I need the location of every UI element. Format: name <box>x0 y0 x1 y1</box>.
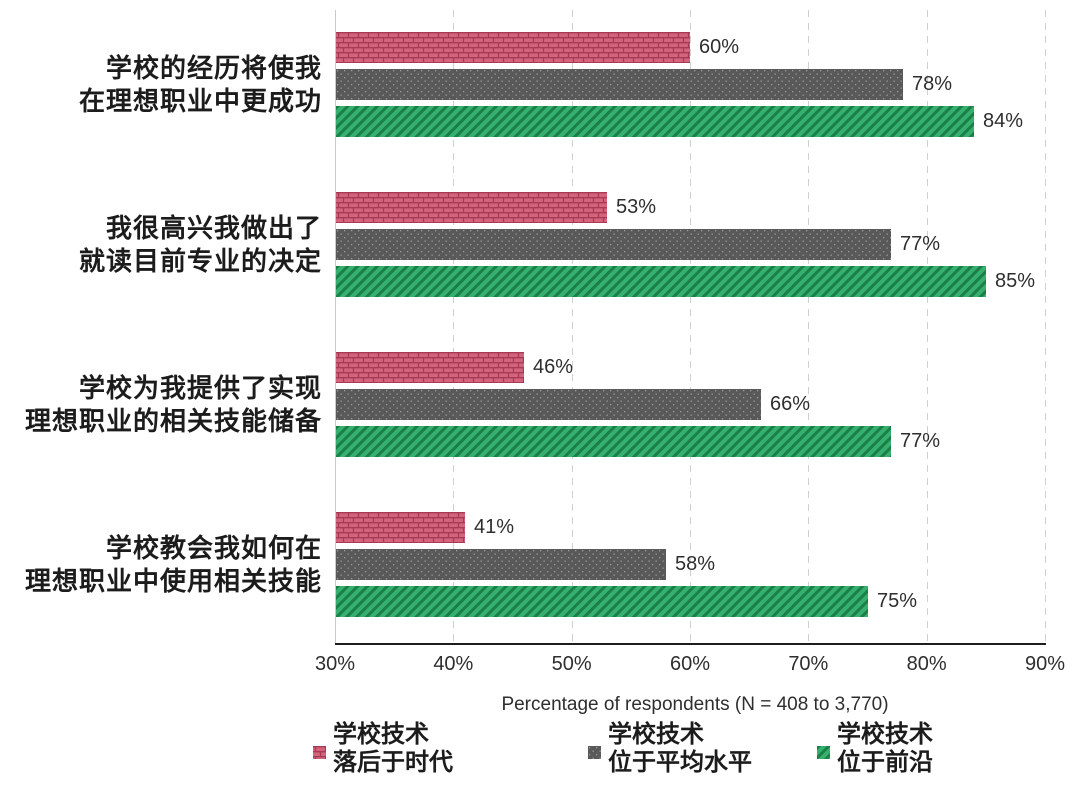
category-label-line: 在理想职业中更成功 <box>78 86 322 116</box>
gridline-60 <box>690 10 691 643</box>
bar-behind-group1 <box>336 32 690 63</box>
value-label-behind-group2: 53% <box>616 196 657 218</box>
legend-label-line: 落后于时代 <box>333 749 453 776</box>
bar-average-group4 <box>336 549 666 580</box>
category-label-2: 我很高兴我做出了 就读目前专业的决定 <box>0 212 322 278</box>
bar-behind-group4 <box>336 512 465 543</box>
category-label-4: 学校教会我如何在 理想职业中使用相关技能 <box>0 532 322 598</box>
gridline-50 <box>571 10 573 643</box>
gridline-30 <box>335 10 336 643</box>
value-label-leading-group4: 75% <box>877 590 918 612</box>
x-axis-line <box>335 643 1046 645</box>
bar-leading-group2 <box>336 266 986 297</box>
x-tick-label-90: 90% <box>1024 653 1066 675</box>
bar-leading-group1 <box>336 106 974 137</box>
legend-label-leading: 学校技术 位于前沿 <box>837 721 933 777</box>
legend-label-behind: 学校技术 落后于时代 <box>333 721 453 777</box>
legend-swatch-behind <box>313 746 326 759</box>
value-label-leading-group3: 77% <box>900 430 941 452</box>
legend-label-line: 位于前沿 <box>837 749 933 776</box>
bar-average-group2 <box>336 229 891 260</box>
bar-leading-group3 <box>336 426 891 457</box>
category-label-line: 学校为我提供了实现 <box>78 373 322 403</box>
gridline-80 <box>926 10 928 643</box>
category-label-line: 我很高兴我做出了 <box>105 213 322 243</box>
x-tick-label-60: 60% <box>669 653 711 675</box>
value-label-behind-group1: 60% <box>699 36 740 58</box>
x-tick-label-40: 40% <box>433 653 474 675</box>
legend-label-average: 学校技术 位于平均水平 <box>608 721 752 777</box>
x-axis-title: Percentage of respondents (N = 408 to 3,… <box>501 694 889 715</box>
x-tick-label-30: 30% <box>314 653 356 675</box>
gridline-40 <box>453 10 455 643</box>
x-tick-label-50: 50% <box>551 653 592 675</box>
legend-label-line: 位于平均水平 <box>608 749 752 776</box>
legend-swatch-leading <box>817 746 830 759</box>
value-label-leading-group2: 85% <box>995 270 1036 292</box>
value-label-behind-group4: 41% <box>474 516 515 538</box>
legend-label-line: 学校技术 <box>608 721 704 748</box>
value-label-average-group4: 58% <box>675 553 716 575</box>
x-tick-label-70: 70% <box>788 653 829 675</box>
legend-item-leading: 学校技术 位于前沿 <box>817 721 933 777</box>
legend-item-average: 学校技术 位于平均水平 <box>588 721 752 777</box>
value-label-leading-group1: 84% <box>983 110 1024 132</box>
category-label-line: 学校教会我如何在 <box>105 533 322 563</box>
category-label-line: 理想职业的相关技能储备 <box>24 406 322 436</box>
legend-swatch-average <box>588 746 601 759</box>
category-label-3: 学校为我提供了实现 理想职业的相关技能储备 <box>0 372 322 438</box>
value-label-average-group3: 66% <box>770 393 811 415</box>
value-label-average-group1: 78% <box>912 73 953 95</box>
gridline-70 <box>808 10 810 643</box>
bar-average-group1 <box>336 69 903 100</box>
bar-average-group3 <box>336 389 761 420</box>
value-label-average-group2: 77% <box>900 233 941 255</box>
category-label-line: 理想职业中使用相关技能 <box>24 566 322 596</box>
legend-label-line: 学校技术 <box>837 721 933 748</box>
legend-item-behind: 学校技术 落后于时代 <box>313 721 453 777</box>
x-tick-label-80: 80% <box>906 653 947 675</box>
category-label-line: 就读目前专业的决定 <box>78 246 322 276</box>
bar-leading-group4 <box>336 586 868 617</box>
value-label-behind-group3: 46% <box>533 356 574 378</box>
category-label-line: 学校的经历将使我 <box>105 53 322 83</box>
legend-label-line: 学校技术 <box>333 721 429 748</box>
category-label-1: 学校的经历将使我 在理想职业中更成功 <box>0 52 322 118</box>
bar-behind-group2 <box>336 192 607 223</box>
gridline-90 <box>1045 10 1046 643</box>
bar-behind-group3 <box>336 352 524 383</box>
